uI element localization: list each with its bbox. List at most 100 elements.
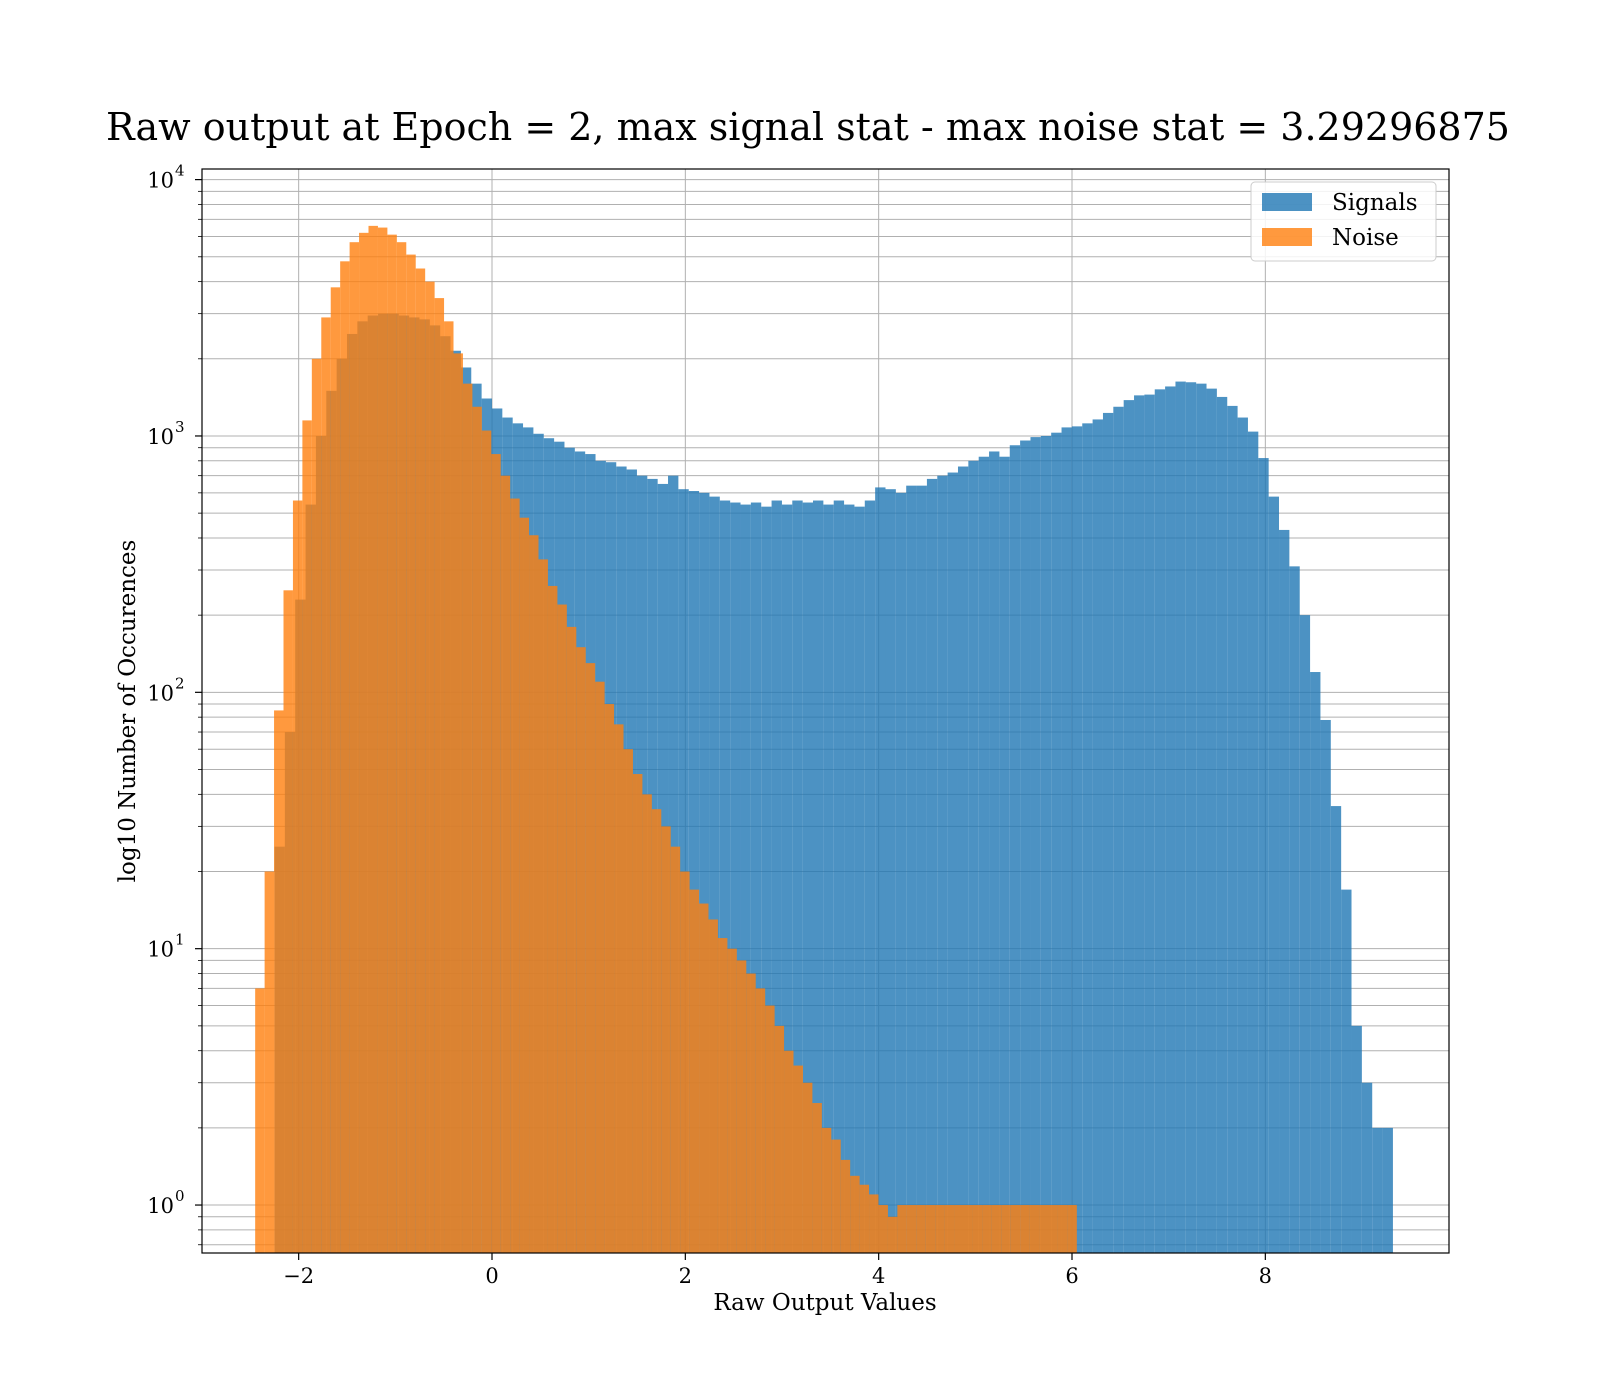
- histogram-bar-noise: [264, 871, 275, 1253]
- histogram-bar-noise: [982, 1205, 992, 1253]
- histogram-bar-signals: [1227, 405, 1238, 1254]
- histogram-bar-signals: [968, 460, 979, 1254]
- histogram-bar-noise: [972, 1205, 983, 1253]
- histogram-bar-signals: [1144, 394, 1155, 1253]
- histogram-bar-noise: [661, 826, 671, 1253]
- histogram-bar-noise: [500, 475, 511, 1253]
- y-tick-exponent: 4: [175, 162, 185, 180]
- histogram-bar-noise: [632, 774, 643, 1253]
- histogram-bar-noise: [1067, 1205, 1077, 1253]
- histogram-bar-noise: [491, 454, 501, 1253]
- histogram-bar-signals: [1237, 417, 1248, 1253]
- y-tick-label: 10: [147, 938, 174, 962]
- histogram-bar-signals: [802, 502, 814, 1253]
- histogram-bars: [255, 225, 1393, 1254]
- histogram-bar-signals: [947, 472, 958, 1253]
- histogram-bar-noise: [793, 1065, 803, 1253]
- histogram-bar-noise: [1039, 1205, 1049, 1253]
- histogram-bar-signals: [885, 489, 896, 1253]
- plot-frame: [201, 168, 1450, 1254]
- histogram-bar-noise: [869, 1194, 879, 1253]
- histogram-bar-noise: [434, 298, 445, 1253]
- histogram-bar-signals: [1154, 389, 1166, 1253]
- histogram-bar-noise: [831, 1139, 841, 1253]
- histogram-bar-signals: [1299, 615, 1311, 1253]
- y-tick-label: 10: [147, 169, 174, 193]
- histogram-bar-noise: [802, 1082, 813, 1253]
- histogram-bar-noise: [604, 704, 615, 1253]
- histogram-bar-noise: [1048, 1205, 1058, 1253]
- histogram-bar-signals: [1051, 432, 1062, 1253]
- histogram-bar-signals: [750, 502, 762, 1253]
- histogram-bar-signals: [926, 478, 938, 1253]
- histogram-bar-signals: [678, 489, 689, 1253]
- histogram-bar-noise: [784, 1050, 794, 1253]
- x-axis-ticks: −2 0 2 4 6 8: [283, 1253, 1272, 1288]
- histogram-bar-signals: [1175, 381, 1186, 1253]
- histogram-bar-noise: [406, 254, 416, 1254]
- histogram-bar-signals: [761, 506, 772, 1253]
- histogram-bar-noise: [699, 903, 709, 1253]
- histogram-bar-noise: [387, 234, 397, 1253]
- y-tick-label: 10: [147, 425, 174, 449]
- histogram-bar-signals: [1020, 440, 1031, 1253]
- histogram-bar-noise: [755, 988, 766, 1253]
- histogram-bar-noise: [736, 960, 747, 1253]
- histogram-bar-noise: [595, 681, 605, 1253]
- histogram-bar-noise: [255, 988, 265, 1253]
- histogram-bar-signals: [1102, 412, 1114, 1254]
- histogram-bar-signals: [1268, 496, 1280, 1253]
- legend-label-signals: Signals: [1332, 190, 1418, 216]
- histogram-bar-noise: [349, 242, 360, 1254]
- histogram-bar-noise: [1001, 1205, 1011, 1253]
- histogram-bar-signals: [906, 485, 917, 1253]
- histogram-bar-noise: [396, 242, 407, 1254]
- histogram-bar-signals: [1289, 566, 1300, 1253]
- histogram-bar-noise: [614, 724, 624, 1253]
- histogram-bar-noise: [1029, 1205, 1040, 1253]
- legend-label-noise: Noise: [1332, 225, 1399, 251]
- histogram-bar-noise: [821, 1127, 832, 1253]
- x-tick-label: 4: [872, 1264, 885, 1288]
- histogram-bar-noise: [963, 1205, 973, 1253]
- y-tick-exponent: 2: [175, 674, 185, 692]
- histogram-bar-noise: [274, 710, 284, 1253]
- histogram-bar-signals: [1134, 395, 1145, 1253]
- histogram-bar-signals: [1113, 406, 1124, 1253]
- histogram-bar-signals: [709, 496, 720, 1253]
- histogram-bar-noise: [1057, 1205, 1068, 1253]
- histogram-bar-noise: [292, 500, 303, 1253]
- histogram-bar-signals: [916, 485, 927, 1253]
- histogram-bar-signals: [823, 504, 834, 1254]
- chart-title: Raw output at Epoch = 2, max signal stat…: [106, 105, 1510, 149]
- histogram-bar-noise: [472, 406, 482, 1253]
- histogram-bar-signals: [1165, 386, 1176, 1253]
- histogram-bar-signals: [978, 456, 990, 1253]
- histogram-bar-signals: [813, 500, 824, 1253]
- histogram-bar-noise: [944, 1205, 955, 1253]
- histogram-bar-noise: [453, 353, 463, 1253]
- histogram-bar-noise: [519, 517, 530, 1253]
- histogram-bar-noise: [529, 535, 539, 1253]
- histogram-bar-noise: [925, 1205, 936, 1253]
- histogram-bar-noise: [330, 287, 341, 1254]
- histogram-bar-noise: [812, 1103, 822, 1253]
- histogram-bar-signals: [1216, 396, 1228, 1253]
- histogram-bar-signals: [1040, 435, 1052, 1253]
- histogram-bar-signals: [875, 487, 886, 1253]
- histogram-bar-noise: [708, 919, 718, 1253]
- histogram-bar-noise: [425, 281, 435, 1253]
- histogram-bar-signals: [1382, 1127, 1393, 1253]
- histogram-bar-signals: [1071, 426, 1083, 1254]
- histogram-bar-signals: [740, 504, 751, 1254]
- histogram-bar-signals: [1372, 1127, 1383, 1253]
- histogram-bar-noise: [377, 227, 388, 1253]
- x-axis-label: Raw Output Values: [713, 1290, 936, 1316]
- histogram-bar-noise: [991, 1205, 1002, 1253]
- histogram-bar-signals: [1361, 1082, 1373, 1253]
- x-tick-label: 2: [679, 1264, 692, 1288]
- histogram-bar-noise: [283, 590, 293, 1253]
- histogram-bar-noise: [887, 1216, 898, 1253]
- histogram-bar-noise: [689, 889, 700, 1253]
